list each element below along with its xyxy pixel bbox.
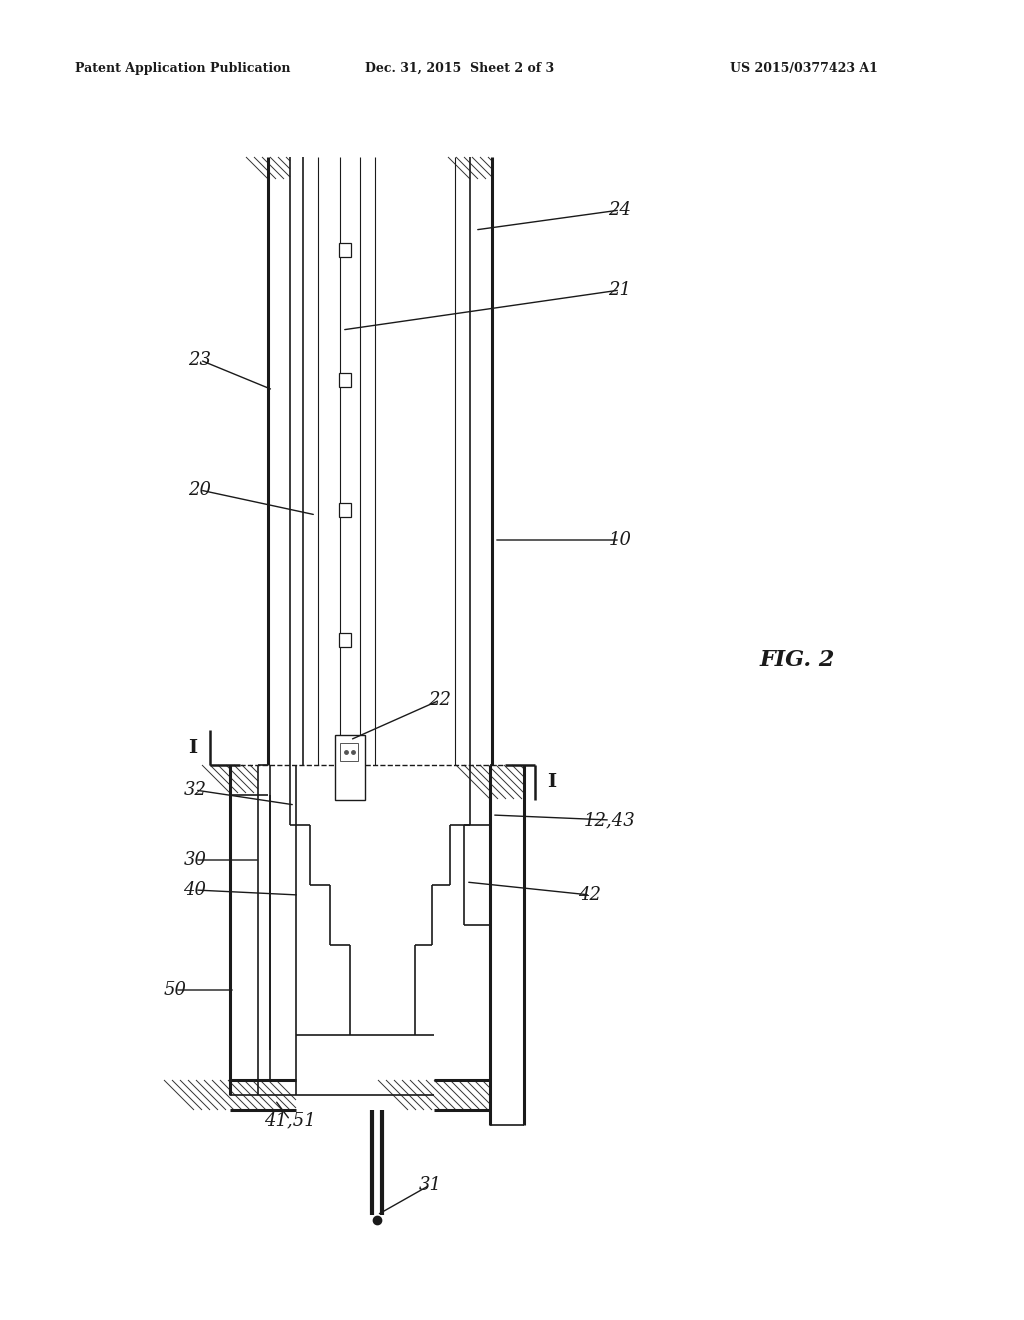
Bar: [339, 634, 351, 647]
Text: 23: 23: [188, 351, 212, 370]
Text: I: I: [188, 739, 198, 756]
Bar: [340, 743, 358, 762]
Text: Patent Application Publication: Patent Application Publication: [75, 62, 291, 75]
Text: 50: 50: [164, 981, 186, 999]
Text: 42: 42: [579, 886, 601, 904]
Text: 31: 31: [419, 1176, 441, 1195]
Bar: [339, 243, 351, 257]
Text: I: I: [548, 774, 557, 791]
Text: 22: 22: [428, 690, 452, 709]
Bar: [339, 503, 351, 517]
Text: 10: 10: [608, 531, 632, 549]
Text: 30: 30: [183, 851, 207, 869]
Text: US 2015/0377423 A1: US 2015/0377423 A1: [730, 62, 878, 75]
Text: Dec. 31, 2015  Sheet 2 of 3: Dec. 31, 2015 Sheet 2 of 3: [365, 62, 554, 75]
Text: 21: 21: [608, 281, 632, 300]
Text: 12,43: 12,43: [584, 810, 636, 829]
Text: 20: 20: [188, 480, 212, 499]
Bar: [335, 735, 365, 800]
Text: 40: 40: [183, 880, 207, 899]
Bar: [339, 374, 351, 387]
Text: 41,51: 41,51: [264, 1111, 315, 1129]
Text: 32: 32: [183, 781, 207, 799]
Text: 24: 24: [608, 201, 632, 219]
Text: FIG. 2: FIG. 2: [760, 649, 836, 671]
